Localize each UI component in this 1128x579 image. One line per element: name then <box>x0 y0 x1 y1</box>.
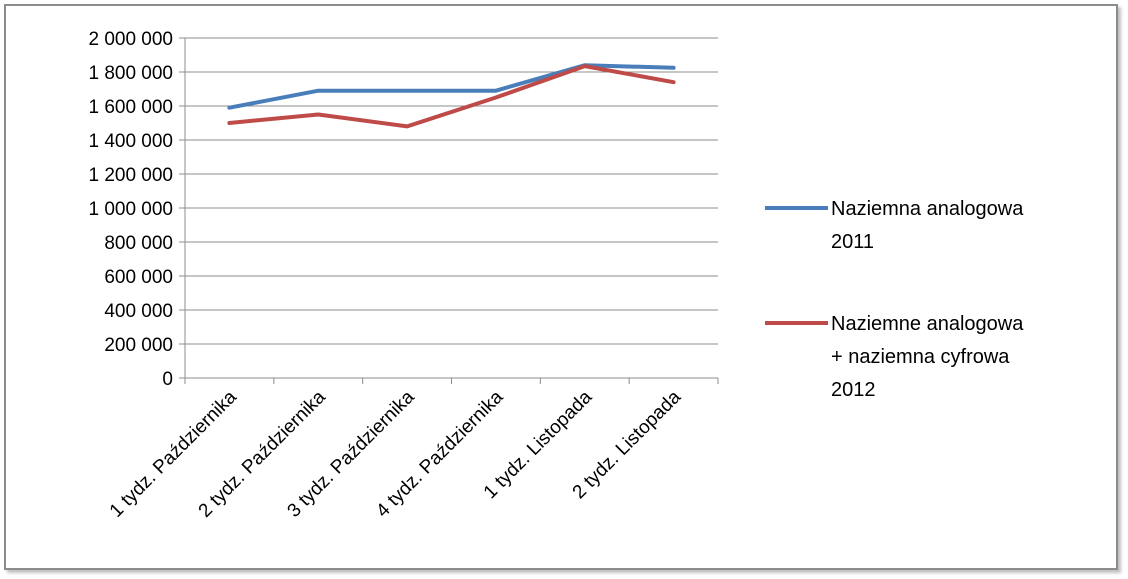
y-tick-label: 1 000 000 <box>88 199 173 220</box>
legend-label-2: + naziemna cyfrowa <box>831 346 1010 368</box>
y-tick-label: 2 000 000 <box>88 29 173 50</box>
series-line-1 <box>227 63 676 110</box>
legend-label-2: Naziemne analogowa <box>831 313 1024 335</box>
legend-label-2: 2012 <box>831 379 876 401</box>
gridlines <box>185 37 718 345</box>
legend: Naziemna analogowa 2011 Naziemne analogowa… <box>765 198 1024 401</box>
y-tick-label: 1 600 000 <box>88 97 173 118</box>
tick-labels: 0 200 000 400 000 600 000 800 000 1 000 000 1 … <box>88 29 685 522</box>
axes <box>179 37 719 384</box>
y-tick-label: 1 400 000 <box>88 131 173 152</box>
y-tick-label: 400 000 <box>104 301 173 322</box>
y-tick-label: 1 800 000 <box>88 63 173 84</box>
y-tick-label: 200 000 <box>104 335 173 356</box>
y-tick-label: 600 000 <box>104 267 173 288</box>
legend-label-1: 2011 <box>831 231 874 253</box>
legend-label-1: Naziemna analogowa <box>831 198 1024 220</box>
y-tick-label: 1 200 000 <box>88 165 173 186</box>
y-tick-label: 800 000 <box>104 233 173 254</box>
series-lines <box>227 63 676 129</box>
y-tick-label: 0 <box>162 369 173 390</box>
chart-frame <box>4 4 1118 570</box>
series-line-2 <box>227 64 676 129</box>
